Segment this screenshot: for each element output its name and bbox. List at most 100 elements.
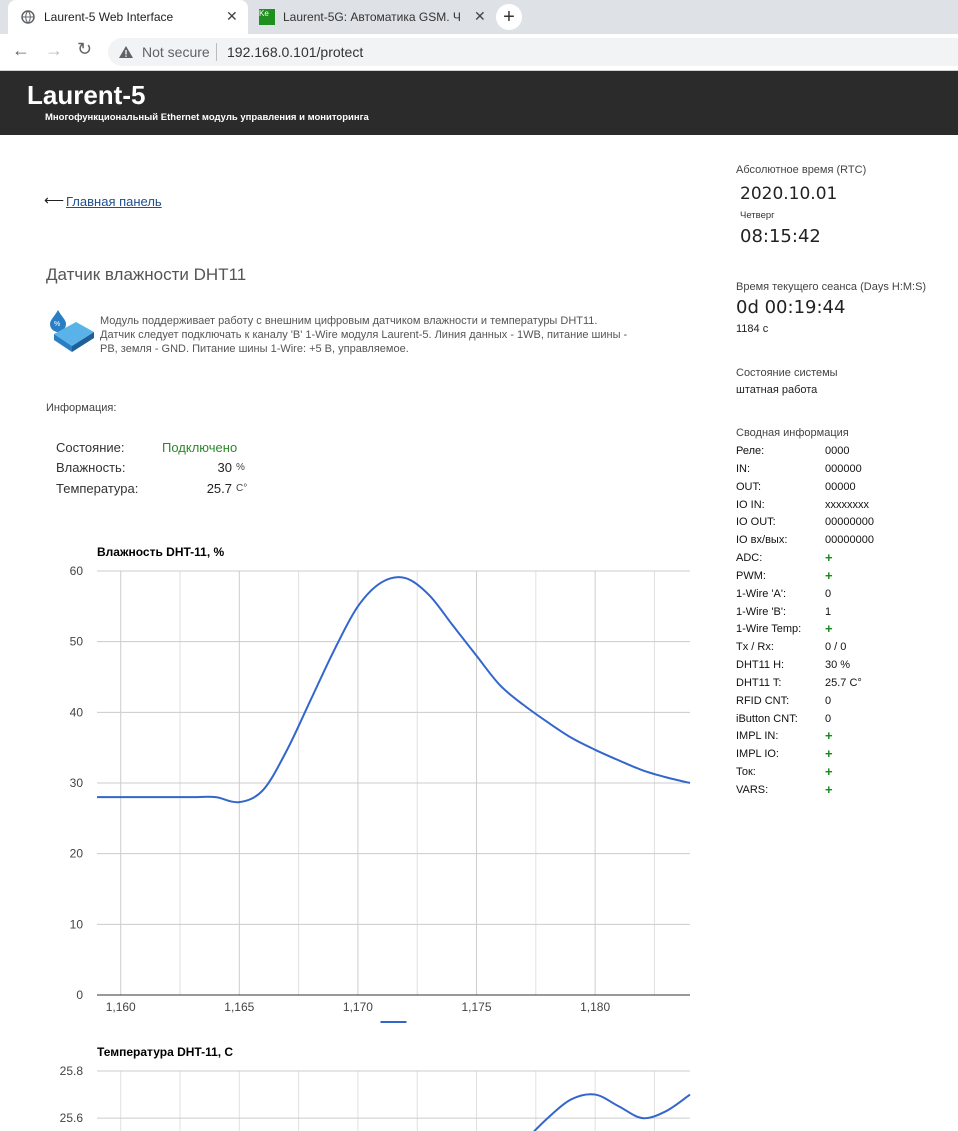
url: 192.168.0.101/protect [227, 44, 364, 60]
reload-button[interactable]: ↻ [77, 39, 93, 59]
state-label: Состояние системы [736, 367, 838, 379]
info-label: Температура: [56, 481, 139, 496]
info-label: Влажность: [56, 460, 126, 475]
summary-label: Реле: [736, 445, 765, 457]
tab[interactable]: Laurent-5 Web Interface ✕ [8, 0, 248, 34]
forward-button[interactable]: → [45, 40, 63, 60]
summary-label: 1-Wire 'A': [736, 587, 787, 600]
module-description: Модуль поддерживает работу с внешним циф… [100, 315, 628, 355]
summary-value: 00000000 [825, 516, 874, 529]
rtc-label: Абсолютное время (RTC) [736, 164, 867, 176]
summary-value: 0 [825, 694, 832, 707]
y-tick-label: 0 [76, 988, 83, 1002]
summary-label: IO IN: [736, 498, 765, 511]
site-header: Laurent-5 Многофункциональный Ethernet м… [0, 71, 958, 135]
summary-label: 1-Wire 'B': [736, 605, 787, 618]
site-subtitle: Многофункциональный Ethernet модуль упра… [45, 112, 369, 123]
y-tick-label: 10 [70, 917, 84, 931]
y-tick-label: 30 [70, 776, 84, 790]
session-time: 0d 00:19:44 [736, 297, 846, 318]
y-tick-label: 20 [70, 847, 84, 861]
new-tab[interactable]: + [496, 4, 522, 30]
tab-close[interactable]: ✕ [226, 8, 238, 24]
summary-label: VARS: [736, 783, 769, 796]
summary-value: 0 [825, 712, 832, 725]
x-tick-label: 1,170 [343, 1000, 373, 1014]
y-tick-label: 60 [70, 564, 84, 578]
tab-close[interactable]: ✕ [474, 8, 486, 24]
x-tick-label: 1,160 [106, 1000, 136, 1014]
summary-value: 30 % [825, 659, 851, 672]
summary-label: PWM: [736, 569, 766, 582]
data-line [533, 1093, 691, 1131]
main-panel-link[interactable]: Главная панель [66, 194, 162, 209]
summary-label: RFID CNT: [736, 694, 790, 707]
summary-label: DHT11 T: [736, 676, 782, 689]
rtc-weekday: Четверг [740, 210, 775, 221]
info-label: Состояние: [56, 440, 125, 455]
summary-value: + [825, 550, 833, 566]
summary-label: IO вх/вых: [736, 534, 788, 547]
summary-label: ADC: [736, 552, 763, 565]
summary-value: 1 [825, 605, 832, 618]
info-unit: % [236, 462, 245, 473]
summary-value: 00000 [825, 480, 856, 493]
y-tick-label: 25.6 [60, 1111, 84, 1125]
summary-label: IMPL IN: [736, 730, 779, 743]
info-value: 25.7 [206, 481, 232, 496]
session-label: Время текущего сеанса (Days H:M:S) [736, 281, 927, 293]
x-tick-label: 1,175 [462, 1000, 492, 1014]
info-value: 30 [217, 460, 232, 475]
y-tick-label: 50 [70, 635, 84, 649]
x-tick-label: 1,165 [224, 1000, 254, 1014]
toolbar: ← → ↻ Not secure 192.168.0.101/protect [0, 34, 958, 71]
info-value: Подключено [162, 440, 238, 455]
sensor-icon: % [50, 310, 94, 352]
chart-title: Влажность DHT-11, % [97, 545, 225, 559]
summary-label: DHT11 H: [736, 659, 785, 672]
summary-value: + [825, 621, 833, 637]
summary-value: xxxxxxxx [825, 498, 869, 511]
summary-value: + [825, 781, 833, 797]
summary-value: + [825, 764, 833, 780]
summary-label: 1-Wire Temp: [736, 623, 802, 636]
favicon: Ke [259, 9, 275, 25]
svg-text:%: % [54, 321, 60, 328]
back-button[interactable]: ← [12, 40, 30, 60]
tab-strip: Laurent-5 Web Interface ✕ Ke Laurent-5G:… [0, 0, 958, 34]
summary-value: + [825, 567, 833, 583]
module-heading: Датчик влажности DHT11 [46, 265, 247, 284]
tab[interactable]: Ke Laurent-5G: Автоматика GSM. Ч ✕ [250, 0, 490, 34]
security-label: Not secure [142, 44, 210, 60]
summary-value: 0000 [825, 445, 850, 457]
session-seconds: 1184 с [736, 323, 769, 335]
address-bar[interactable]: Not secure 192.168.0.101/protect [108, 38, 958, 66]
summary-label: IN: [736, 462, 751, 475]
summary-label: Ток: [736, 766, 756, 779]
summary-value: 00000000 [825, 534, 874, 547]
state-value: штатная работа [736, 384, 818, 396]
summary-value: 0 [825, 587, 832, 600]
back-arrow: ⟵ [44, 192, 65, 208]
y-tick-label: 25.8 [60, 1064, 84, 1078]
data-line [97, 576, 691, 804]
tab-title: Laurent-5 Web Interface [44, 10, 174, 24]
summary-value: + [825, 728, 833, 744]
summary-label: iButton CNT: [736, 712, 798, 725]
rtc-date: 2020.10.01 [740, 184, 838, 204]
favicon [21, 10, 35, 24]
info-title: Информация: [46, 402, 117, 414]
summary-label: Tx / Rx: [736, 641, 774, 654]
tab-title: Laurent-5G: Автоматика GSM. Ч [283, 10, 461, 24]
y-tick-label: 40 [70, 705, 84, 719]
summary-label: IMPL IO: [736, 748, 779, 761]
summary-label: IO OUT: [736, 516, 776, 529]
rtc-time: 08:15:42 [740, 226, 821, 247]
summary-label: Сводная информация [736, 427, 849, 439]
site-title: Laurent-5 [27, 80, 146, 110]
charts: Влажность DHT-11, % 1,160 1,165 1,170 1,175 1… [60, 545, 691, 1131]
chart-title: Температура DHT-11, C [97, 1045, 233, 1059]
summary-label: OUT: [736, 480, 762, 493]
